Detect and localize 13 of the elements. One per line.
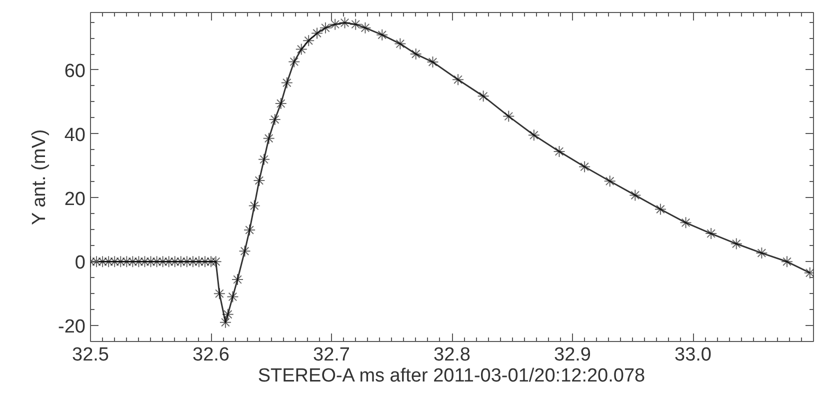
x-tick-label: 32.9: [554, 344, 591, 366]
y-axis-title: Y ant. (mV): [29, 129, 50, 226]
y-tick-label: -20: [58, 316, 86, 338]
x-axis-title: STEREO-A ms after 2011-03-01/20:12:20.078: [258, 366, 646, 386]
y-tick-label: 20: [64, 188, 86, 210]
x-tick-label: 33.0: [674, 344, 712, 366]
x-tick-label: 32.6: [192, 344, 230, 366]
y-tick-label: 40: [64, 124, 86, 146]
x-tick-label: 32.7: [313, 344, 350, 366]
y-tick-label: 0: [74, 252, 86, 274]
x-tick-label: 32.5: [72, 344, 109, 366]
x-tick-label: 32.8: [434, 344, 470, 366]
y-tick-label: 60: [64, 60, 86, 82]
